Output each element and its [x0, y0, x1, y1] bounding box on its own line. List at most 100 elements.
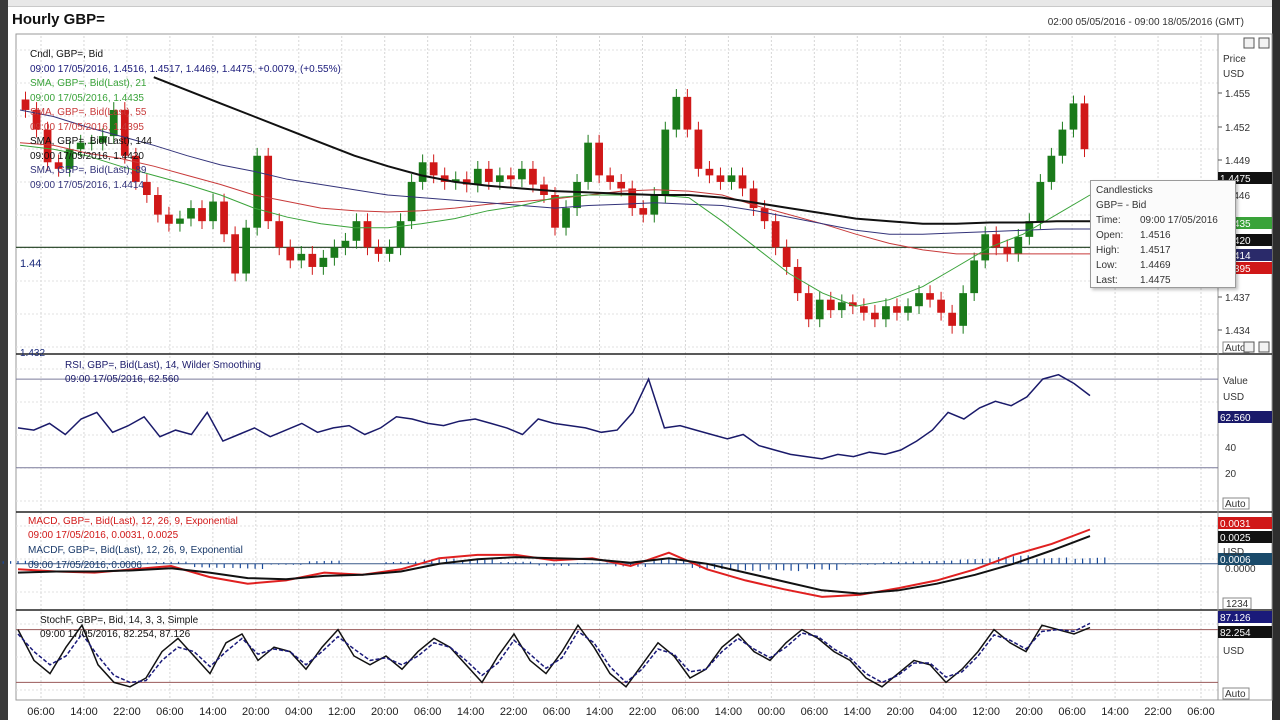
panel-window-button: [1258, 341, 1270, 353]
macd-value-tag: [1218, 531, 1272, 543]
candle-body: [76, 142, 85, 150]
candle-body: [407, 181, 416, 222]
macd-zero-label: 0.0000: [1225, 564, 1256, 575]
x-tick-label: 06:00: [414, 706, 442, 718]
x-tick-label: 22:00: [113, 706, 141, 718]
candle-body: [628, 188, 637, 209]
auto-scale-label: Auto: [1225, 343, 1246, 354]
candle-body: [21, 99, 30, 110]
candle-body: [109, 109, 118, 137]
x-tick-label: 06:00: [156, 706, 184, 718]
x-tick-label: 04:00: [285, 706, 313, 718]
x-tick-label: 06:00: [801, 706, 829, 718]
x-tick-label: 14:00: [586, 706, 614, 718]
candle-body: [793, 266, 802, 294]
left-window-edge: [0, 0, 8, 720]
candle-body: [231, 234, 239, 274]
rsi-line: [17, 373, 1091, 460]
candle-body: [826, 299, 835, 311]
macd-legend-values: 09:00 17/05/2016, 0.0031, 0.0025: [28, 530, 179, 541]
price-legend-values: 09:00 17/05/2016, 1.4435: [30, 93, 144, 104]
tooltip-row-high: High: 1.4517: [1096, 245, 1171, 256]
panel-window-button: [1243, 341, 1255, 353]
top-toolbar-strip: [8, 0, 1272, 7]
candle-body: [617, 181, 626, 189]
chart-title: Hourly GBP=: [12, 11, 105, 28]
x-tick-label: 20:00: [371, 706, 399, 718]
candle-body: [672, 96, 681, 130]
macd-panel[interactable]: [2, 528, 1218, 598]
candle-body: [661, 129, 670, 195]
candle-body: [981, 234, 990, 261]
legends: Cndl, GBP=, Bid 09:00 17/05/2016, 1.4516,…: [28, 49, 341, 640]
candle-body: [54, 162, 63, 169]
candle-body: [970, 260, 979, 294]
price-tick-label: 1.434: [1225, 326, 1250, 337]
candle-body: [363, 221, 372, 248]
rsi-axis-title: Value: [1223, 376, 1248, 387]
macdf-legend-values: 09:00 17/05/2016, 0.0006: [28, 560, 142, 571]
candle-body: [782, 247, 791, 267]
time-axis: 06:00 14:00 22:00 06:00 14:00 20:00 04:00 12:00…: [27, 706, 1215, 718]
candle-body: [871, 312, 879, 320]
rsi-legend-name: RSI, GBP=, Bid(Last), 14, Wilder Smoothi…: [65, 360, 261, 371]
candle-body: [959, 293, 968, 326]
price-value-tag-text: 1.4475: [1220, 174, 1251, 185]
candle-body: [1080, 103, 1089, 150]
candle-body: [1025, 221, 1034, 237]
stoch-panel[interactable]: [16, 622, 1218, 688]
date-range: 02:00 05/05/2016 - 09:00 18/05/2016 (GMT…: [1047, 17, 1244, 28]
x-tick-label: 14:00: [715, 706, 743, 718]
rsi-auto-button: [1222, 497, 1250, 510]
candle-body: [286, 247, 295, 261]
price-panel[interactable]: [16, 76, 1218, 334]
candle-body: [860, 306, 868, 313]
candle-body: [330, 247, 339, 258]
x-tick-label: 14:00: [1101, 706, 1129, 718]
candle-body: [165, 214, 173, 224]
x-tick-label: 06:00: [1058, 706, 1086, 718]
candle-body: [760, 208, 769, 222]
price-tick-label: 1.437: [1225, 293, 1250, 304]
candle-body: [418, 162, 427, 182]
macd-value-tag-text: 0.0006: [1220, 555, 1251, 566]
rsi-tick-label: 40: [1225, 443, 1237, 454]
rsi-panel[interactable]: [16, 373, 1218, 469]
x-tick-label: 14:00: [457, 706, 485, 718]
x-tick-label: 14:00: [70, 706, 98, 718]
candle-body: [948, 312, 956, 326]
price-tick-label: 1.455: [1225, 89, 1250, 100]
rsi-auto-label: Auto: [1225, 499, 1246, 510]
tooltip-instrument: GBP= - Bid: [1096, 200, 1147, 211]
macd-value-tag-text: 0.0025: [1220, 533, 1251, 544]
candlestick-tooltip: Candlesticks GBP= - Bid Time: 09:00 17/05…: [1090, 180, 1236, 288]
candle-body: [749, 188, 758, 209]
candle-body: [264, 155, 273, 222]
support-line-label: 1.44: [20, 258, 41, 270]
x-tick-label: 14:00: [844, 706, 872, 718]
candle-body: [462, 179, 471, 185]
stoch-k-line: [17, 623, 1091, 688]
stoch-value-tag: [1218, 626, 1272, 638]
candle-body: [639, 208, 648, 215]
x-tick-label: 22:00: [629, 706, 657, 718]
candle-body: [650, 195, 659, 215]
macd-line: [17, 528, 1091, 598]
price-legend-values: 09:00 17/05/2016, 1.4420: [30, 151, 144, 162]
candle-body: [120, 109, 129, 156]
macd-signal-line: [17, 535, 1091, 595]
candle-body: [1058, 129, 1067, 156]
x-tick-label: 20:00: [242, 706, 270, 718]
candle-body: [187, 208, 195, 219]
candle-body: [297, 253, 306, 261]
candle-body: [551, 195, 559, 228]
candle-body: [253, 155, 262, 228]
x-tick-label: 06:00: [27, 706, 55, 718]
candle-body: [738, 175, 747, 189]
candle-body: [154, 195, 162, 215]
candle-body: [176, 218, 184, 224]
candle-body: [98, 136, 107, 143]
sma21-line: [19, 144, 1091, 307]
candle-body: [429, 162, 438, 176]
